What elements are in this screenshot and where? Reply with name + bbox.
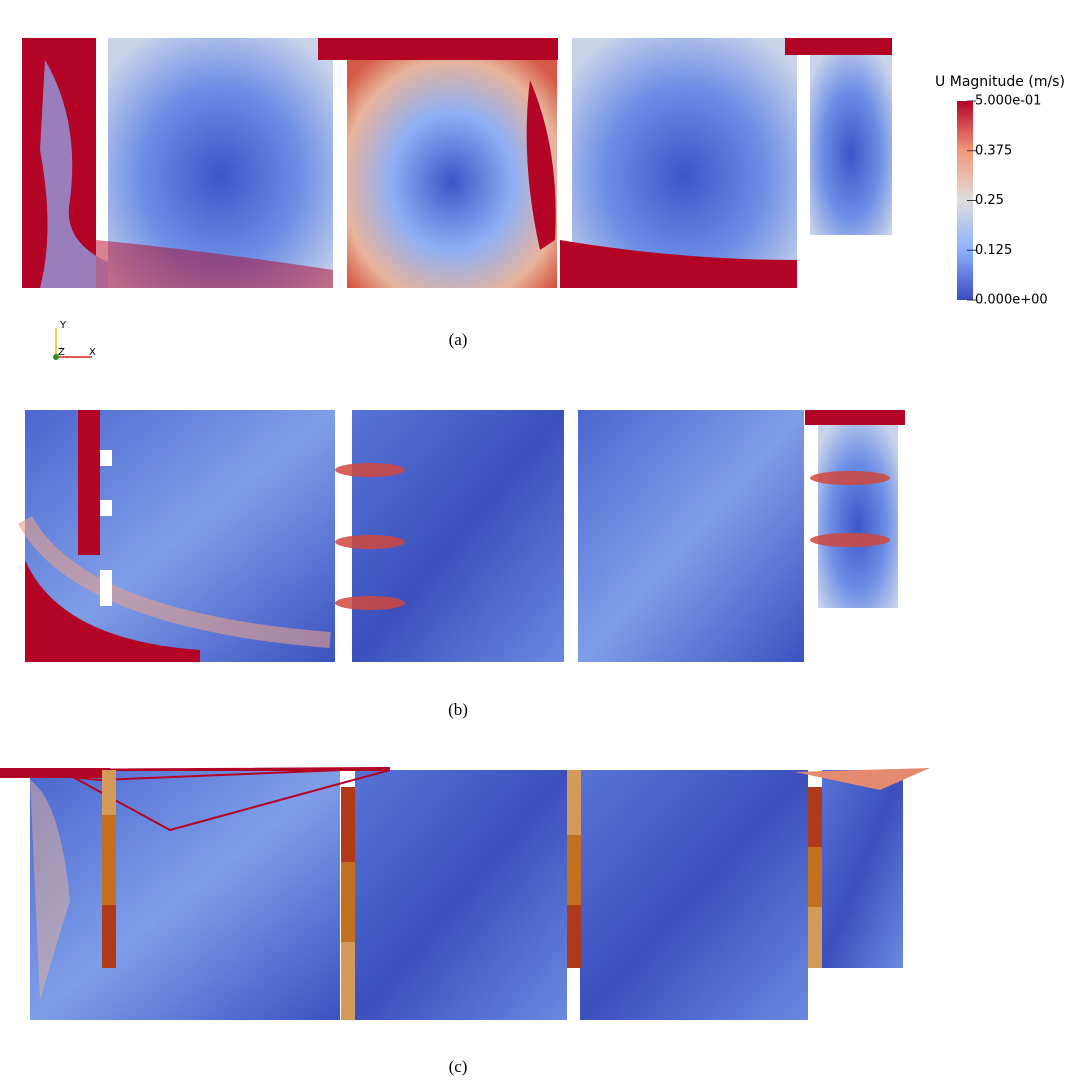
panel-b-field — [25, 410, 905, 662]
axes-triad: Y Z X — [53, 320, 96, 360]
colorbar-tick-label: 0.125 — [975, 243, 1012, 258]
colorbar-tick-label: 0.375 — [975, 143, 1012, 158]
colorbar-title: U Magnitude (m/s) — [935, 74, 1065, 90]
colorbar-tick-label: 0.25 — [975, 193, 1004, 208]
figure: Y Z X (a) (b) (c) U Magnitude (m/s) 5.00… — [0, 0, 1065, 1084]
axis-label: Y — [59, 320, 67, 331]
axis-label: Z — [58, 347, 65, 358]
panel-a-field — [22, 38, 892, 288]
panel-label: (c) — [449, 1057, 468, 1076]
colorbar-ticks: 5.000e-01 0.375 0.25 0.125 0.000e+00 — [967, 94, 1048, 308]
colorbar-tick-label: 5.000e-01 — [975, 94, 1041, 109]
axis-label: X — [89, 347, 96, 358]
panel-label: (b) — [448, 700, 468, 719]
panel-c-field — [0, 768, 930, 1020]
panel-label: (a) — [449, 330, 468, 349]
colorbar-tick-label: 0.000e+00 — [975, 293, 1048, 308]
